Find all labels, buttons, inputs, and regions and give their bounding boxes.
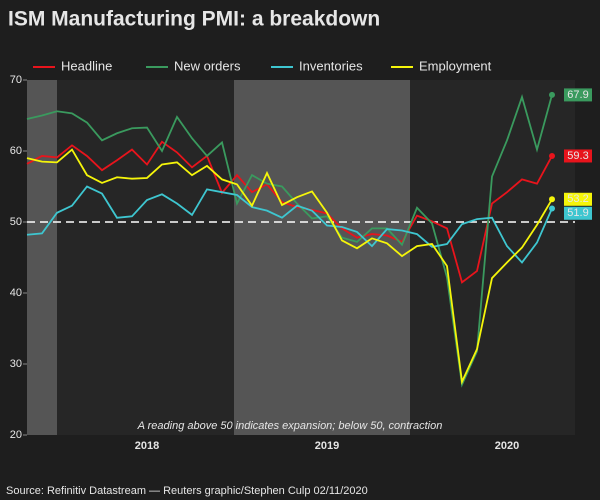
y-tick-label: 70 [10, 74, 22, 86]
value-label-box [564, 206, 592, 220]
chart-title: ISM Manufacturing PMI: a breakdown [8, 8, 380, 31]
y-tick-label: 20 [10, 429, 22, 441]
end-point [549, 196, 555, 203]
y-tick-label: 60 [10, 145, 22, 157]
legend-label: Inventories [299, 58, 363, 73]
x-tick-label: 2019 [315, 440, 339, 452]
value-label-box [564, 149, 592, 163]
y-tick-label: 50 [10, 216, 22, 228]
x-tick-label: 2020 [495, 440, 519, 452]
x-tick-label: 2018 [135, 440, 159, 452]
value-label: 51.9 [567, 207, 588, 219]
shaded-band [27, 80, 57, 435]
end-point [549, 205, 555, 212]
series-line [26, 140, 553, 284]
value-label-box [564, 192, 592, 206]
annotation: A reading above 50 indicates expansion; … [137, 420, 443, 432]
legend-label: Headline [61, 58, 112, 73]
value-label: 59.3 [567, 150, 588, 162]
series-line [26, 148, 553, 385]
value-label: 67.9 [567, 89, 588, 101]
value-label-box [564, 88, 592, 102]
series-line [26, 185, 553, 264]
legend-label: New orders [174, 58, 241, 73]
end-point [549, 152, 555, 159]
legend-label: Employment [419, 58, 492, 73]
end-point [549, 91, 555, 98]
shaded-band [234, 80, 410, 435]
y-tick-label: 30 [10, 358, 22, 370]
value-label: 53.2 [567, 193, 588, 205]
series-line [26, 94, 553, 388]
source: Source: Refinitiv Datastream — Reuters g… [6, 485, 368, 497]
y-tick-label: 40 [10, 287, 22, 299]
